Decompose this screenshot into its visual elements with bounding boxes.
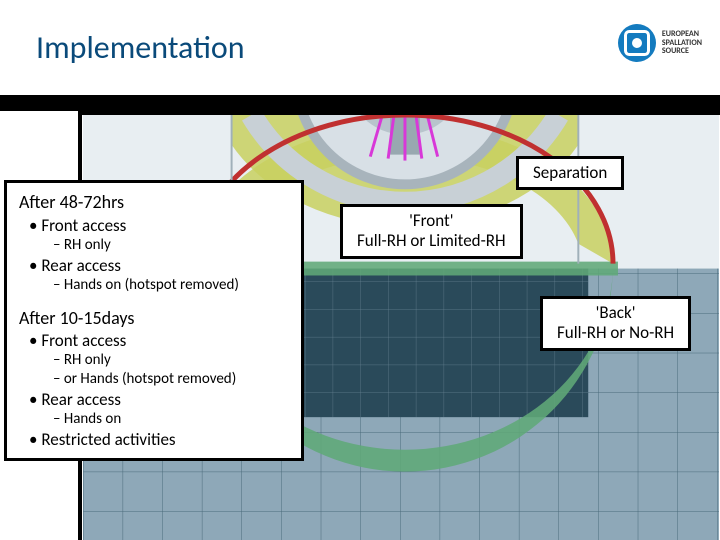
- list-item: Front access: [29, 330, 289, 351]
- logo-text: EUROPEAN SPALLATION SOURCE: [662, 30, 702, 56]
- list-item: Hands on: [53, 410, 289, 429]
- list-item: Rear access: [29, 255, 289, 276]
- logo-mark: [618, 24, 656, 62]
- list-item: or Hands (hotspot removed): [53, 370, 289, 389]
- slide-title: Implementation: [36, 28, 245, 67]
- front-label: 'Front' Full-RH or Limited-RH: [340, 204, 523, 259]
- list-item: Hands on (hotspot removed): [53, 276, 289, 295]
- list-item: RH only: [53, 351, 289, 370]
- access-notes-box: After 48-72hrs Front access RH only Rear…: [4, 180, 304, 461]
- separation-label: Separation: [516, 156, 624, 190]
- divider-bar: [0, 95, 720, 111]
- list-item: Front access: [29, 215, 289, 236]
- phase2-list: Front access RH only or Hands (hotspot r…: [19, 330, 289, 450]
- slide-header: Implementation EUROPEAN SPALLATION SOURC…: [0, 0, 720, 95]
- logo: EUROPEAN SPALLATION SOURCE: [618, 24, 702, 62]
- phase2-heading: After 10-15days: [19, 307, 289, 330]
- phase1-heading: After 48-72hrs: [19, 191, 289, 214]
- list-item: Rear access: [29, 389, 289, 410]
- list-item: RH only: [53, 236, 289, 255]
- list-item: Restricted activities: [29, 429, 289, 450]
- phase1-list: Front access RH only Rear access Hands o…: [19, 215, 289, 295]
- back-label: 'Back' Full-RH or No-RH: [540, 296, 691, 351]
